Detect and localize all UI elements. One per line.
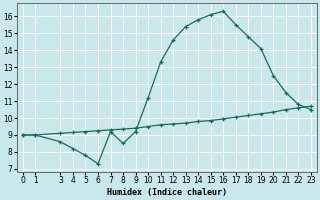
X-axis label: Humidex (Indice chaleur): Humidex (Indice chaleur) <box>107 188 227 197</box>
